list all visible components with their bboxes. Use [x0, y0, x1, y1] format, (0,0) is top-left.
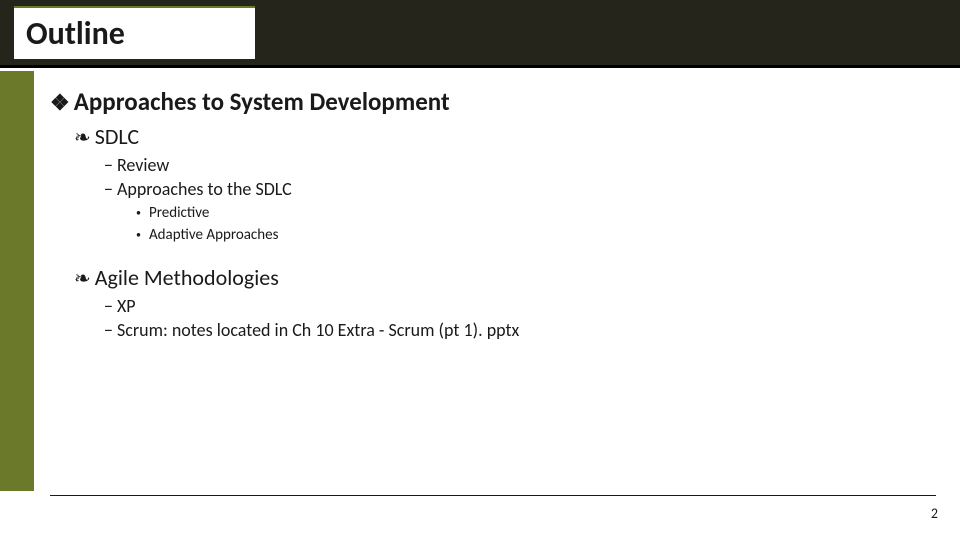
- bullet-lvl3: − XP: [104, 295, 930, 317]
- dash-bullet-icon: −: [104, 319, 113, 341]
- bullet-text: Approaches to System Development: [74, 86, 450, 117]
- dot-bullet-icon: •: [136, 206, 141, 219]
- bullet-lvl4: • Adaptive Approaches: [136, 226, 930, 244]
- dash-bullet-icon: −: [104, 178, 113, 200]
- bullet-text: Review: [117, 154, 169, 176]
- bullet-text: SDLC: [95, 123, 139, 150]
- fleuron-bullet-icon: ❧: [74, 266, 91, 291]
- slide: Outline ❖ Approaches to System Developme…: [0, 0, 960, 540]
- bullet-lvl3: − Scrum: notes located in Ch 10 Extra - …: [104, 319, 930, 341]
- bullet-text: Scrum: notes located in Ch 10 Extra - Sc…: [117, 319, 519, 341]
- dash-bullet-icon: −: [104, 154, 113, 176]
- dot-bullet-icon: •: [136, 228, 141, 241]
- content-area: ❖ Approaches to System Development ❧ SDL…: [50, 86, 930, 341]
- diamond-bullet-icon: ❖: [50, 89, 70, 116]
- title-box: Outline: [14, 6, 255, 59]
- spacer: [50, 244, 930, 262]
- dash-bullet-icon: −: [104, 295, 113, 317]
- bullet-text: Approaches to the SDLC: [117, 178, 292, 200]
- bullet-text: Predictive: [149, 204, 209, 222]
- bullet-lvl4: • Predictive: [136, 204, 930, 222]
- bullet-lvl1: ❖ Approaches to System Development: [50, 86, 930, 117]
- bullet-text: XP: [117, 295, 136, 317]
- side-accent: [0, 71, 34, 491]
- bullet-lvl3: − Review: [104, 154, 930, 176]
- bullet-text: Agile Methodologies: [95, 264, 279, 291]
- page-number: 2: [931, 505, 938, 522]
- slide-title: Outline: [26, 14, 125, 53]
- bullet-lvl2: ❧ Agile Methodologies: [74, 264, 930, 291]
- bottom-rule: [50, 495, 936, 496]
- bullet-lvl3: − Approaches to the SDLC: [104, 178, 930, 200]
- fleuron-bullet-icon: ❧: [74, 125, 91, 150]
- bullet-lvl2: ❧ SDLC: [74, 123, 930, 150]
- bullet-text: Adaptive Approaches: [149, 226, 278, 244]
